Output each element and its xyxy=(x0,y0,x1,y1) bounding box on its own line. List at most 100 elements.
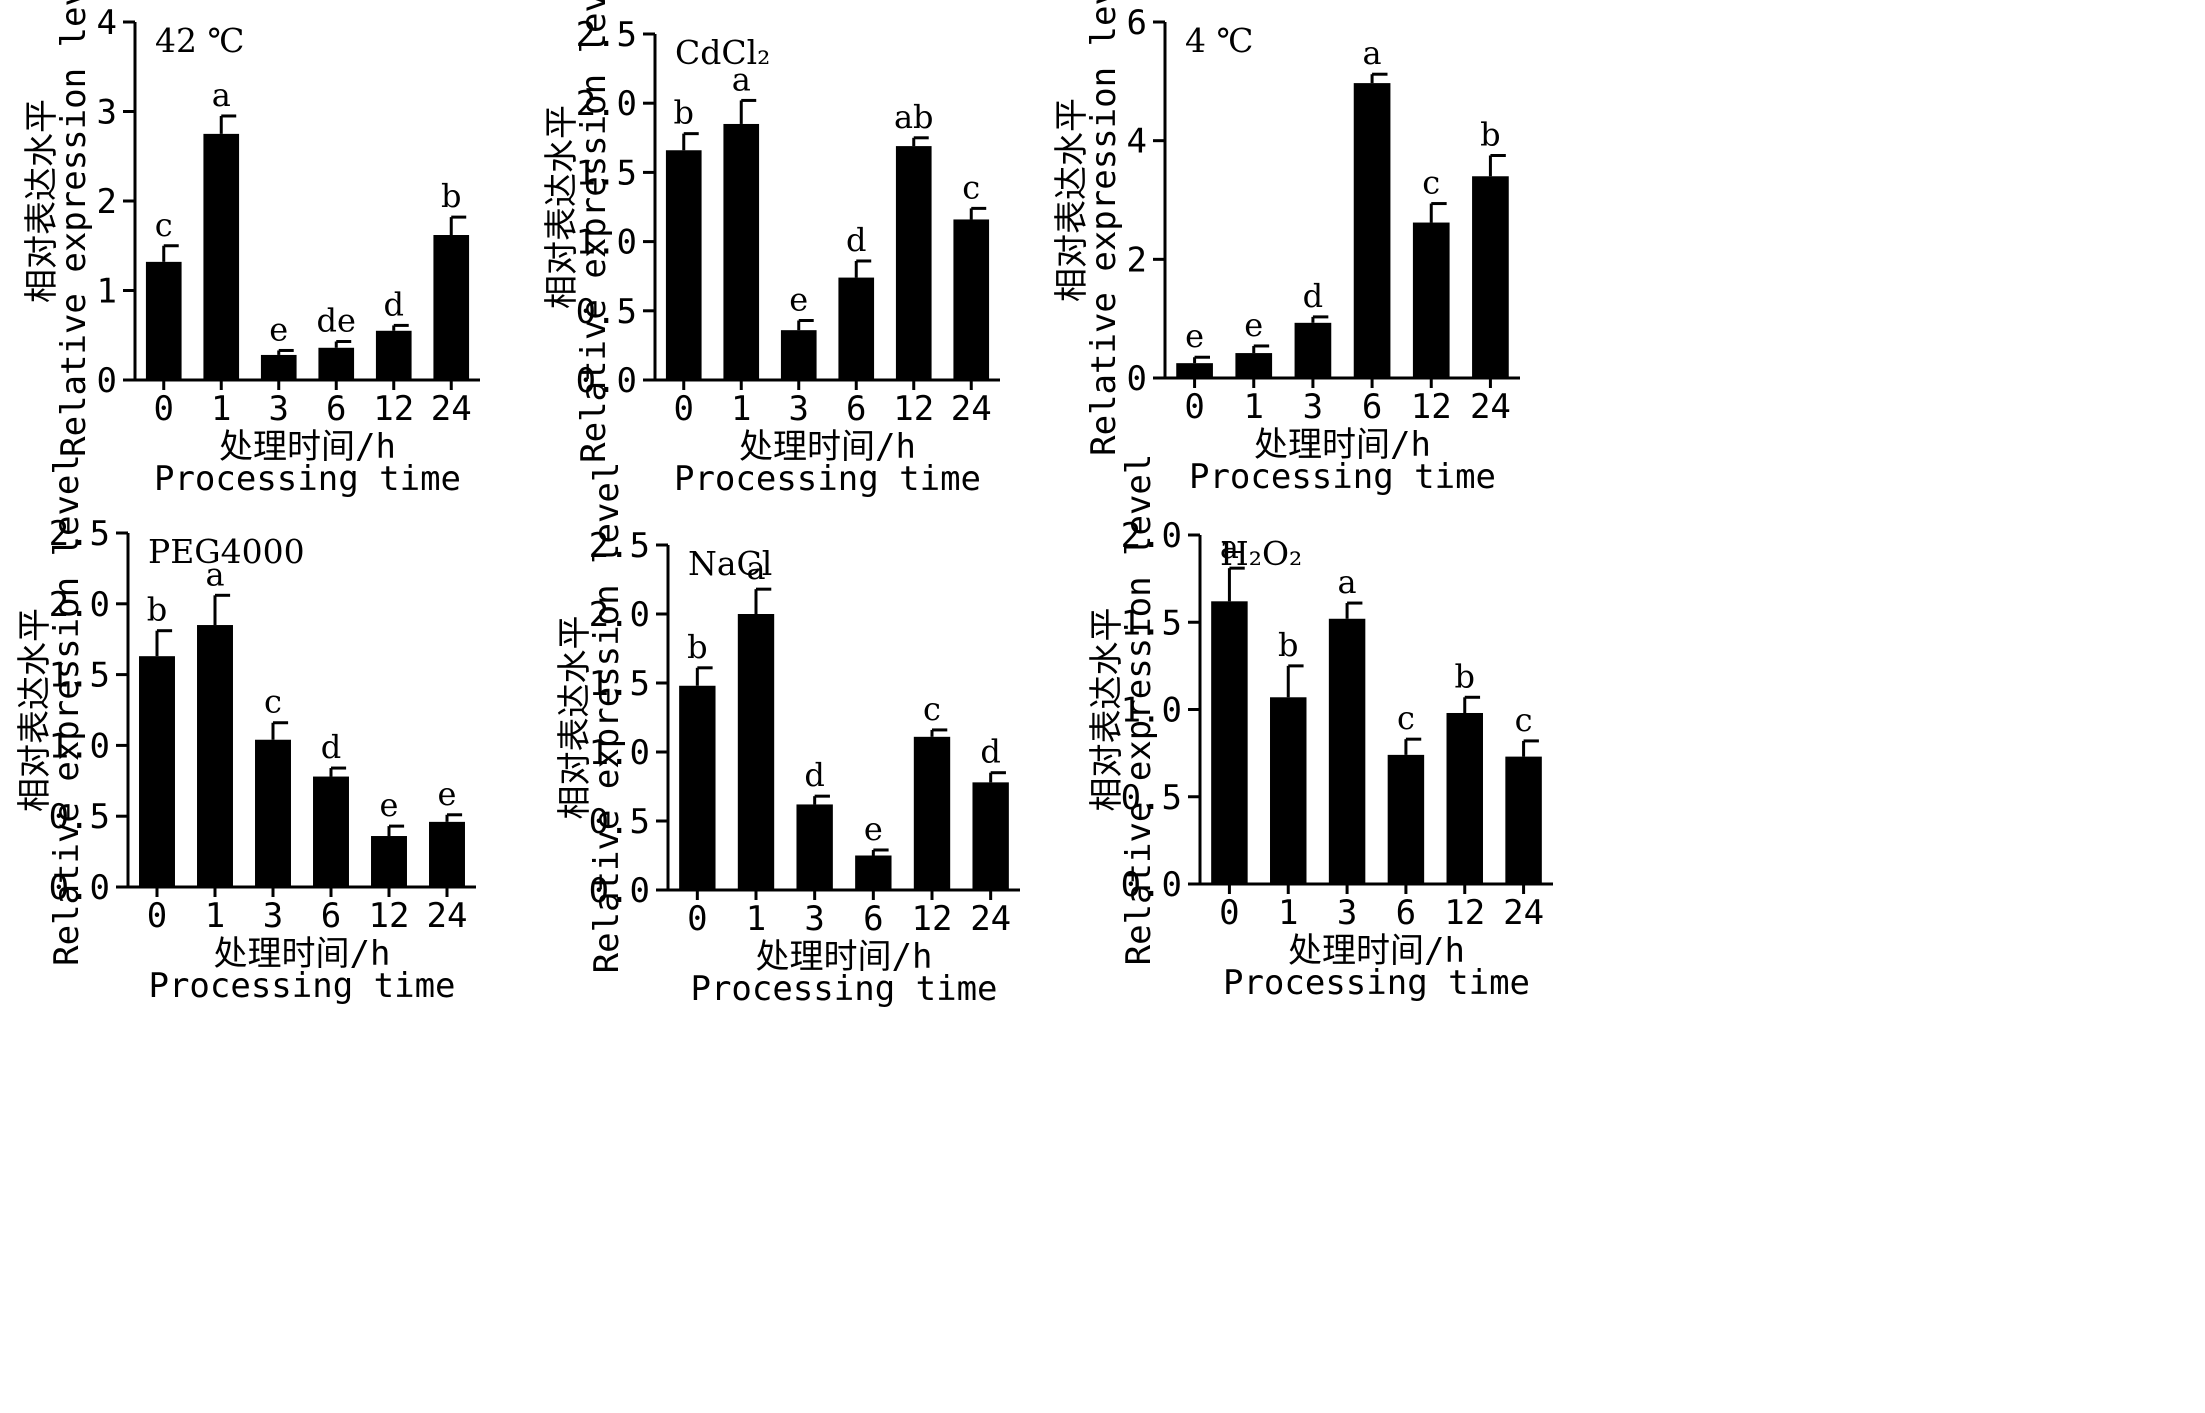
bar xyxy=(429,821,465,887)
significance-letter: b xyxy=(1278,626,1298,664)
bar xyxy=(723,123,760,381)
x-tick-label: 1 xyxy=(731,389,751,429)
y-axis-title-en: Relative expression level xyxy=(587,462,627,974)
bar xyxy=(1353,83,1391,378)
significance-letter: c xyxy=(923,690,941,728)
x-tick-label: 3 xyxy=(1337,893,1357,933)
panel-title: 42 ℃ xyxy=(155,21,244,60)
panel-title: H₂O₂ xyxy=(1220,534,1302,573)
x-axis-title-en: Processing time xyxy=(674,459,981,499)
y-tick-label: 2 xyxy=(97,182,117,222)
x-tick-label: 12 xyxy=(912,899,953,939)
x-tick-label: 12 xyxy=(1411,387,1452,427)
significance-letter: d xyxy=(980,733,1000,771)
bar xyxy=(780,330,817,380)
y-tick-label: 4 xyxy=(97,3,117,43)
x-tick-label: 3 xyxy=(263,896,283,936)
bar xyxy=(255,739,291,887)
significance-letter: a xyxy=(1338,563,1357,601)
y-tick-label: 1 xyxy=(97,272,117,312)
bar xyxy=(1387,754,1425,884)
significance-letter: d xyxy=(384,285,404,323)
x-tick-label: 1 xyxy=(1278,893,1298,933)
significance-letter: e xyxy=(1185,317,1204,355)
x-tick-label: 3 xyxy=(804,899,824,939)
bar xyxy=(1472,176,1509,378)
bar xyxy=(1505,756,1542,884)
significance-letter: c xyxy=(1422,164,1440,202)
y-tick-label: 1.0 xyxy=(1121,691,1182,731)
significance-letter: b xyxy=(1480,116,1500,154)
y-tick-label: 1.0 xyxy=(576,223,637,263)
bar xyxy=(375,330,412,380)
significance-letter: de xyxy=(317,302,356,340)
x-axis-title-cn: 处理时间/h xyxy=(739,427,916,467)
significance-letter: a xyxy=(205,555,224,593)
bar xyxy=(679,685,716,890)
bar xyxy=(371,836,407,887)
y-tick-label: 1.0 xyxy=(49,726,110,766)
significance-letter: d xyxy=(846,221,866,259)
bar xyxy=(953,219,990,380)
panel-title: 4 ℃ xyxy=(1185,21,1253,60)
x-tick-label: 1 xyxy=(211,389,231,429)
y-axis-title-en: Relative expression level xyxy=(574,0,614,463)
significance-letter: a xyxy=(1363,34,1382,72)
bar xyxy=(1270,697,1307,884)
x-tick-label: 24 xyxy=(970,899,1011,939)
bar xyxy=(913,736,951,890)
x-tick-label: 24 xyxy=(1503,893,1544,933)
significance-letter: c xyxy=(1515,701,1533,739)
significance-letter: e xyxy=(864,810,883,848)
x-tick-label: 12 xyxy=(893,389,934,429)
bar xyxy=(260,354,297,380)
x-tick-label: 6 xyxy=(846,389,866,429)
chart-panel-5: 0.0 0.5 1.0 1.5 2.0 2.5 b 0 a 1 d 3 e 6 c 12 d 24 NaCl 处理时间… xyxy=(555,462,1020,1009)
y-axis-title-cn: 相对表达水平 xyxy=(1052,98,1092,302)
significance-letter: d xyxy=(321,728,341,766)
x-tick-label: 3 xyxy=(1303,387,1323,427)
x-axis-title-cn: 处理时间/h xyxy=(1288,931,1465,971)
y-tick-label: 2.0 xyxy=(49,585,110,625)
y-tick-label: 1.5 xyxy=(49,656,110,696)
x-tick-label: 0 xyxy=(1219,893,1239,933)
y-axis-title-en: Relative expression level xyxy=(1119,454,1159,966)
x-tick-label: 24 xyxy=(951,389,992,429)
x-axis-title-en: Processing time xyxy=(1223,963,1530,1003)
significance-letter: d xyxy=(804,756,824,794)
significance-letter: b xyxy=(674,94,694,132)
y-axis-title-en: Relative expression level xyxy=(54,0,94,457)
x-axis-title-cn: 处理时间/h xyxy=(1254,425,1431,465)
y-axis-title-en: Relative expression level xyxy=(47,454,87,966)
y-tick-label: 0.5 xyxy=(576,292,637,332)
significance-letter: e xyxy=(269,310,288,348)
bar xyxy=(737,614,775,890)
y-tick-label: 0.0 xyxy=(576,361,637,401)
y-tick-label: 1.5 xyxy=(576,153,637,193)
bar xyxy=(318,347,355,380)
significance-letter: e xyxy=(1244,306,1263,344)
y-tick-label: 2 xyxy=(1127,240,1147,280)
bar xyxy=(203,133,240,380)
x-tick-label: 0 xyxy=(1184,387,1204,427)
x-tick-label: 24 xyxy=(431,389,472,429)
x-axis-title-cn: 处理时间/h xyxy=(214,934,391,974)
significance-letter: e xyxy=(438,775,457,813)
significance-letter: b xyxy=(1455,657,1475,695)
y-tick-label: 0.5 xyxy=(589,802,650,842)
significance-letter: e xyxy=(380,786,399,824)
y-tick-label: 0.5 xyxy=(1121,778,1182,818)
x-axis-title-en: Processing time xyxy=(690,969,997,1009)
bar xyxy=(1176,363,1213,378)
y-tick-label: 2.5 xyxy=(589,526,650,566)
significance-letter: c xyxy=(155,206,173,244)
y-axis-title-cn: 相对表达水平 xyxy=(15,608,55,812)
bar xyxy=(197,625,233,887)
bar xyxy=(855,855,892,890)
x-tick-label: 6 xyxy=(321,896,341,936)
significance-letter: c xyxy=(1397,699,1415,737)
x-tick-label: 3 xyxy=(789,389,809,429)
bar xyxy=(796,804,833,890)
